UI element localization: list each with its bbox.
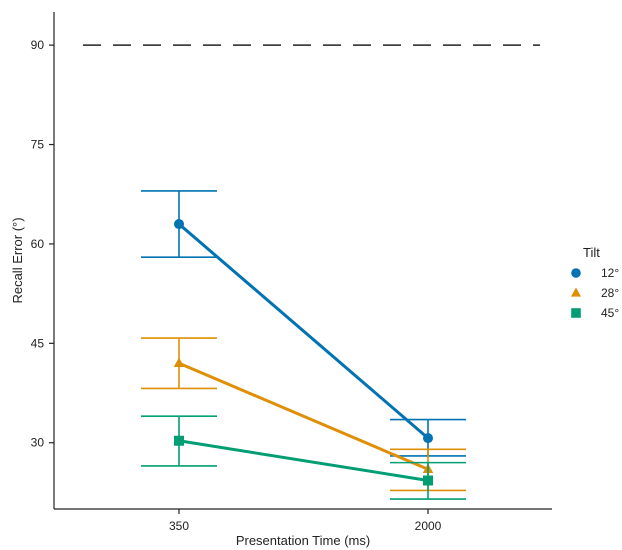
plot-area — [83, 44, 540, 500]
axes: 30 45 60 75 90 350 2000 Presentation Time (ms… — [10, 12, 552, 548]
y-tick-label: 60 — [31, 237, 45, 251]
legend-items: 12° 28° 45° — [570, 266, 619, 320]
legend-marker — [570, 287, 582, 297]
y-tick-label: 75 — [31, 138, 45, 152]
x-tick-label: 2000 — [415, 519, 442, 533]
y-ticks: 30 45 60 75 90 — [31, 38, 54, 450]
legend: Tilt 12° 28° 45° — [570, 245, 619, 320]
legend-label: 45° — [601, 306, 619, 320]
data-point — [174, 219, 184, 230]
data-point — [423, 433, 433, 444]
legend-item: 12° — [571, 266, 619, 280]
series-0 — [141, 190, 466, 457]
series-layer — [141, 190, 466, 500]
series-line — [178, 361, 429, 471]
legend-item: 28° — [570, 286, 619, 300]
y-tick-label: 90 — [31, 38, 45, 52]
legend-label: 28° — [601, 286, 619, 300]
x-ticks: 350 2000 — [169, 509, 442, 533]
data-point — [174, 435, 184, 446]
x-axis-title: Presentation Time (ms) — [236, 533, 370, 548]
data-point — [423, 475, 433, 486]
series-line — [178, 439, 429, 482]
y-tick-label: 30 — [31, 436, 45, 450]
legend-label: 12° — [601, 266, 619, 280]
series-1 — [141, 337, 466, 492]
series-line — [178, 222, 429, 440]
x-tick-label: 350 — [169, 519, 189, 533]
legend-marker — [571, 308, 581, 318]
legend-title: Tilt — [583, 245, 600, 260]
y-tick-label: 45 — [31, 336, 45, 350]
series-2 — [141, 415, 466, 500]
legend-item: 45° — [571, 306, 619, 320]
legend-marker — [571, 268, 581, 278]
y-axis-title: Recall Error (°) — [10, 217, 25, 303]
data-point — [173, 357, 185, 368]
